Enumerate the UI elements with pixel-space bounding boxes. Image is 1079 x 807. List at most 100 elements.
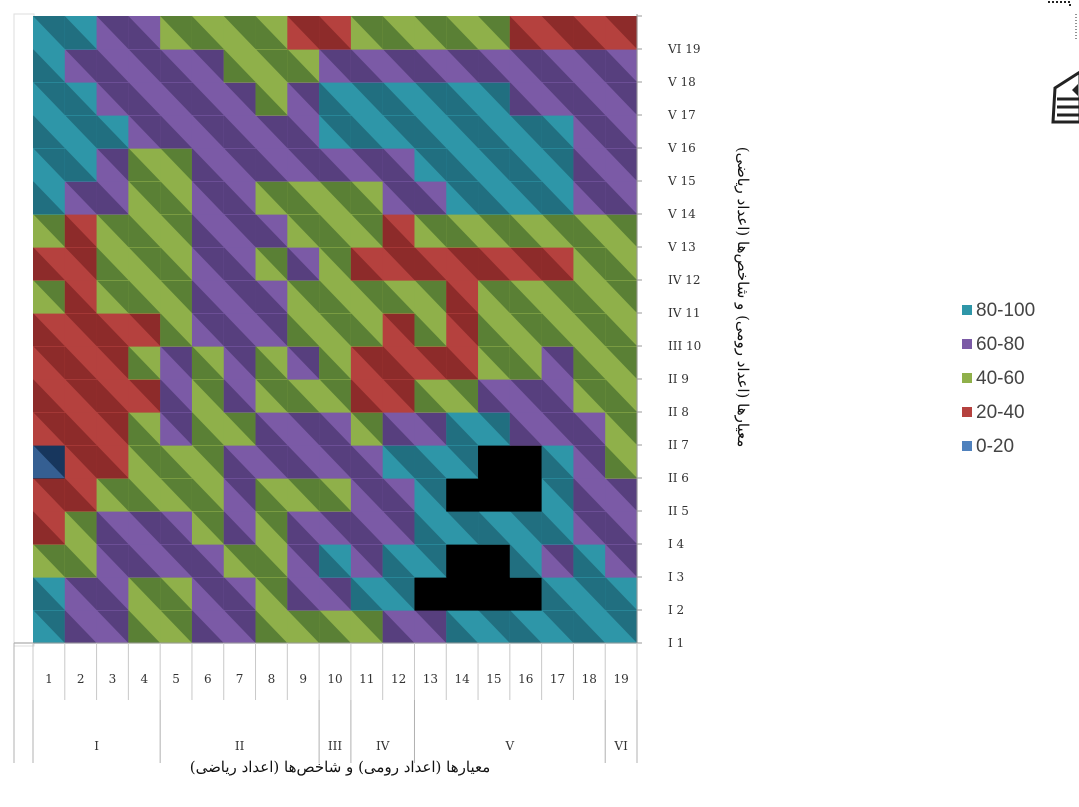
- heatmap-cell-shade: [446, 313, 479, 346]
- heatmap-cell-shade: [541, 16, 574, 49]
- heatmap-cell-shade: [382, 544, 415, 577]
- x-tick-label: 12: [391, 672, 406, 686]
- heatmap-cell-shade: [509, 412, 542, 445]
- heatmap-cell-shade: [414, 610, 447, 643]
- heatmap-cell-shade: [160, 49, 192, 82]
- heatmap-cell-shade: [605, 577, 637, 610]
- heatmap-cell-shade: [350, 214, 383, 247]
- heatmap-cell-shade: [509, 313, 542, 346]
- y-tick-label: II 5: [668, 504, 689, 518]
- heatmap-cell-shade: [255, 280, 288, 313]
- y-tick-label: V 16: [667, 141, 696, 155]
- heatmap-cell-shade: [64, 544, 97, 577]
- x-group-label: II: [235, 739, 245, 753]
- heatmap-cell-shade: [350, 478, 383, 511]
- heatmap-cell-shade: [319, 148, 351, 181]
- heatmap-cell-shade: [541, 280, 574, 313]
- heatmap-cell-shade: [350, 544, 383, 577]
- heatmap-cell-shade: [446, 247, 479, 280]
- heatmap-cell-shade: [128, 478, 161, 511]
- heatmap-cell-shade: [573, 280, 606, 313]
- heatmap-cell-shade: [160, 445, 192, 478]
- heatmap-cell-shade: [319, 280, 351, 313]
- x-group-label: V: [505, 739, 515, 753]
- legend-label: 60-80: [976, 334, 1025, 355]
- heatmap-cell-shade: [223, 610, 256, 643]
- heatmap-cell-shade: [96, 379, 129, 412]
- heatmap-cell-shade: [319, 247, 351, 280]
- heatmap-cell-shade: [541, 82, 574, 115]
- y-tick-label: I 3: [668, 570, 684, 584]
- heatmap-cell-shade: [382, 346, 415, 379]
- heatmap-cell-shade: [382, 148, 415, 181]
- heatmap-cell-shade: [414, 544, 447, 577]
- x-group-label: VI: [613, 739, 628, 753]
- x-axis-title: معیارها (اعداد رومی) و شاخص‌ها (اعداد ری…: [190, 758, 491, 776]
- heatmap-cell-shade: [64, 280, 97, 313]
- heatmap-cell-shade: [160, 412, 192, 445]
- heatmap-cell-shade: [509, 247, 542, 280]
- heatmap-cell-shade: [255, 445, 288, 478]
- heatmap-cell-shade: [33, 346, 65, 379]
- heatmap-cell-shade: [541, 148, 574, 181]
- heatmap-cell-shade: [287, 115, 320, 148]
- heatmap-cell-shade: [33, 511, 65, 544]
- heatmap-cell-shade: [605, 610, 637, 643]
- heatmap-cell-shade: [446, 115, 479, 148]
- heatmap-cell-shade: [509, 16, 542, 49]
- heatmap-cell-shade: [128, 577, 161, 610]
- heatmap-cell-shade: [319, 445, 351, 478]
- heatmap-cell-shade: [128, 16, 161, 49]
- heatmap-cell-shade: [191, 577, 224, 610]
- heatmap-cell-shade: [255, 247, 288, 280]
- heatmap-cell-shade: [287, 577, 320, 610]
- heatmap-cell-shade: [414, 346, 447, 379]
- heatmap-cell-shade: [382, 214, 415, 247]
- heatmap-cell-shade: [160, 16, 192, 49]
- heatmap-cell-shade: [128, 115, 161, 148]
- heatmap-cell-shade: [287, 379, 320, 412]
- heatmap-cell-shade: [478, 280, 510, 313]
- heatmap-cell-shade: [414, 82, 447, 115]
- x-tick-label: 5: [172, 672, 180, 686]
- heatmap-cell-shade: [446, 214, 479, 247]
- heatmap-cell-shade: [605, 412, 637, 445]
- heatmap-cell-shade: [255, 148, 288, 181]
- heatmap-cell-shade: [605, 16, 637, 49]
- heatmap-cell-shade: [478, 313, 510, 346]
- heatmap-cell-shade: [573, 445, 606, 478]
- heatmap-cell-shade: [573, 115, 606, 148]
- x-tick-label: 19: [613, 672, 628, 686]
- heatmap-cell-shade: [446, 544, 479, 577]
- heatmap-cell-shade: [446, 379, 479, 412]
- heatmap-cell-shade: [541, 544, 574, 577]
- heatmap-cell-shade: [509, 577, 542, 610]
- heatmap-cell-shade: [382, 247, 415, 280]
- heatmap-cell-shade: [541, 610, 574, 643]
- heatmap-cell-shade: [33, 478, 65, 511]
- heatmap-cell-shade: [478, 346, 510, 379]
- heatmap-cell-shade: [541, 412, 574, 445]
- heatmap-cell-shade: [319, 214, 351, 247]
- x-tick-label: 4: [140, 672, 148, 686]
- heatmap-cell-shade: [509, 115, 542, 148]
- heatmap-cell-shade: [382, 379, 415, 412]
- heatmap-cell-shade: [478, 577, 510, 610]
- heatmap-cell-shade: [478, 544, 510, 577]
- heatmap-cell-shade: [541, 478, 574, 511]
- heatmap-cell-shade: [382, 412, 415, 445]
- heatmap-cell-shade: [128, 412, 161, 445]
- heatmap-cell-shade: [573, 82, 606, 115]
- heatmap-cell-shade: [319, 181, 351, 214]
- heatmap-cell-shade: [478, 445, 510, 478]
- heatmap-cell-shade: [96, 313, 129, 346]
- heatmap-cell-shade: [160, 577, 192, 610]
- heatmap-cell-shade: [96, 49, 129, 82]
- heatmap-cell-shade: [64, 214, 97, 247]
- heatmap-cell-shade: [128, 82, 161, 115]
- heatmap-cell-shade: [541, 214, 574, 247]
- heatmap-cell-shade: [191, 148, 224, 181]
- heatmap-cell-shade: [350, 412, 383, 445]
- heatmap-cell-shade: [573, 379, 606, 412]
- heatmap-cell-shade: [573, 577, 606, 610]
